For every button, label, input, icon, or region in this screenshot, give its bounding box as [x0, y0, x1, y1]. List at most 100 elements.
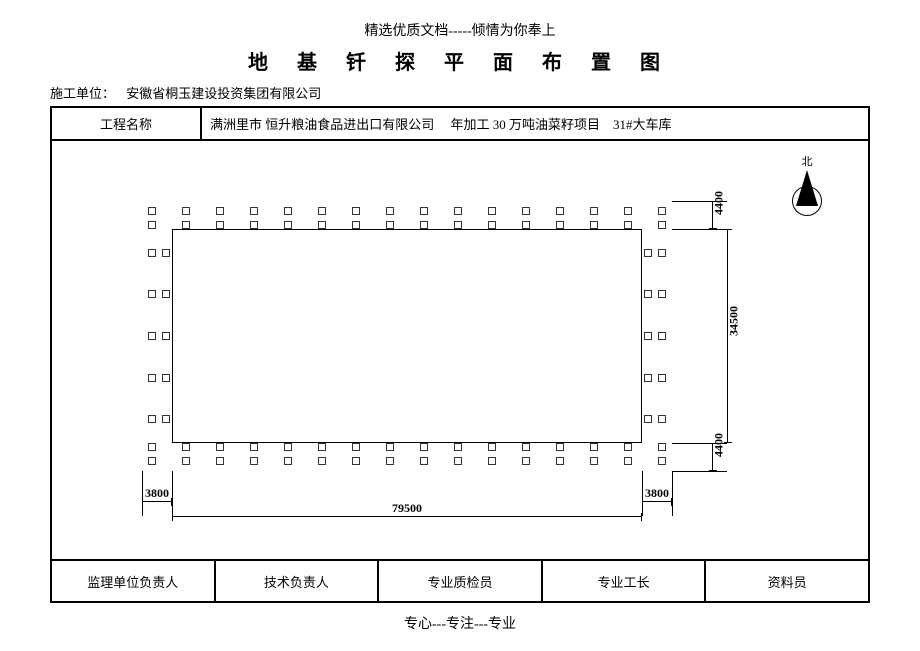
project-name-label-cell: 工程名称	[51, 107, 201, 140]
probe-point	[658, 443, 666, 451]
ext-line	[672, 471, 727, 472]
probe-point	[488, 207, 496, 215]
probe-point	[148, 457, 156, 465]
diagram-area: 北 3800 79500 3800	[51, 140, 869, 560]
probe-point	[454, 221, 462, 229]
dim-v-bot-label: 4400	[712, 433, 727, 457]
probe-point	[352, 443, 360, 451]
probe-point	[454, 443, 462, 451]
footer-cell-4: 专业工长	[542, 560, 706, 602]
probe-point	[284, 457, 292, 465]
dim-h-left-label: 3800	[145, 486, 169, 501]
probe-point	[250, 221, 258, 229]
probe-point	[644, 374, 652, 382]
probe-point	[162, 249, 170, 257]
footer-label-2: 技术负责人	[264, 572, 329, 591]
probe-point	[352, 221, 360, 229]
probe-point	[250, 457, 258, 465]
dim-v-mid-label: 34500	[727, 306, 742, 336]
page: 精选优质文档-----倾情为你奉上 地 基 钎 探 平 面 布 置 图 施工单位…	[0, 0, 920, 651]
ext-line	[142, 471, 143, 516]
probe-point	[488, 457, 496, 465]
north-label: 北	[796, 153, 818, 169]
ext-line	[672, 229, 727, 230]
probe-point	[162, 332, 170, 340]
probe-point	[658, 457, 666, 465]
main-title: 地 基 钎 探 平 面 布 置 图	[50, 46, 870, 75]
probe-point	[318, 221, 326, 229]
probe-point	[644, 415, 652, 423]
plan-drawing	[142, 201, 672, 471]
footer-cell-2: 技术负责人	[215, 560, 379, 602]
probe-point	[420, 207, 428, 215]
probe-point	[624, 443, 632, 451]
probe-point	[658, 249, 666, 257]
probe-point	[556, 457, 564, 465]
probe-point	[216, 457, 224, 465]
dim-h-left: 3800	[142, 501, 172, 502]
probe-point	[148, 290, 156, 298]
probe-point	[216, 221, 224, 229]
footer-cell-5: 资料员	[705, 560, 869, 602]
inner-rect	[172, 229, 642, 443]
dim-v-mid: 34500	[727, 229, 728, 443]
probe-point	[250, 443, 258, 451]
dim-h-mid-label: 79500	[392, 501, 422, 516]
probe-point	[658, 207, 666, 215]
probe-point	[454, 457, 462, 465]
probe-point	[250, 207, 258, 215]
unit-value: 安徽省桐玉建设投资集团有限公司	[126, 83, 321, 102]
probe-point	[148, 415, 156, 423]
probe-point	[556, 207, 564, 215]
probe-point	[386, 207, 394, 215]
probe-point	[148, 221, 156, 229]
dim-h-mid: 79500	[172, 516, 642, 517]
probe-point	[318, 443, 326, 451]
probe-point	[644, 332, 652, 340]
probe-point	[522, 457, 530, 465]
probe-point	[318, 457, 326, 465]
probe-point	[590, 207, 598, 215]
probe-point	[182, 207, 190, 215]
probe-point	[658, 221, 666, 229]
probe-point	[590, 221, 598, 229]
probe-point	[522, 443, 530, 451]
probe-point	[182, 443, 190, 451]
probe-point	[658, 415, 666, 423]
dim-h-right-label: 3800	[645, 486, 669, 501]
footer-cell-3: 专业质检员	[378, 560, 542, 602]
unit-line: 施工单位： 安徽省桐玉建设投资集团有限公司	[50, 83, 870, 102]
probe-point	[284, 443, 292, 451]
probe-point	[284, 207, 292, 215]
probe-point	[420, 443, 428, 451]
ext-line	[672, 471, 673, 516]
footer-cell-1: 监理单位负责人	[51, 560, 215, 602]
probe-point	[644, 290, 652, 298]
probe-point	[454, 207, 462, 215]
probe-point	[216, 207, 224, 215]
probe-point	[216, 443, 224, 451]
project-row: 工程名称 满洲里市 恒升粮油食品进出口有限公司 年加工 30 万吨油菜籽项目 3…	[51, 107, 869, 140]
footer-label-4: 专业工长	[598, 572, 650, 591]
top-tagline: 精选优质文档-----倾情为你奉上	[50, 20, 870, 40]
probe-point	[624, 221, 632, 229]
probe-point	[488, 221, 496, 229]
probe-point	[352, 457, 360, 465]
project-name-label: 工程名称	[100, 114, 152, 133]
dim-h-right: 3800	[642, 501, 672, 502]
dim-v-top: 4400	[712, 201, 713, 229]
ext-line	[172, 471, 173, 516]
probe-point	[318, 207, 326, 215]
footer-label-1: 监理单位负责人	[87, 572, 178, 591]
probe-point	[420, 457, 428, 465]
dim-v-top-label: 4400	[712, 191, 727, 215]
probe-point	[182, 457, 190, 465]
probe-point	[182, 221, 190, 229]
probe-point	[386, 457, 394, 465]
unit-label: 施工单位：	[50, 83, 115, 102]
outer-frame: 工程名称 满洲里市 恒升粮油食品进出口有限公司 年加工 30 万吨油菜籽项目 3…	[50, 106, 870, 603]
probe-point	[148, 332, 156, 340]
probe-point	[658, 332, 666, 340]
probe-point	[522, 221, 530, 229]
probe-point	[556, 221, 564, 229]
